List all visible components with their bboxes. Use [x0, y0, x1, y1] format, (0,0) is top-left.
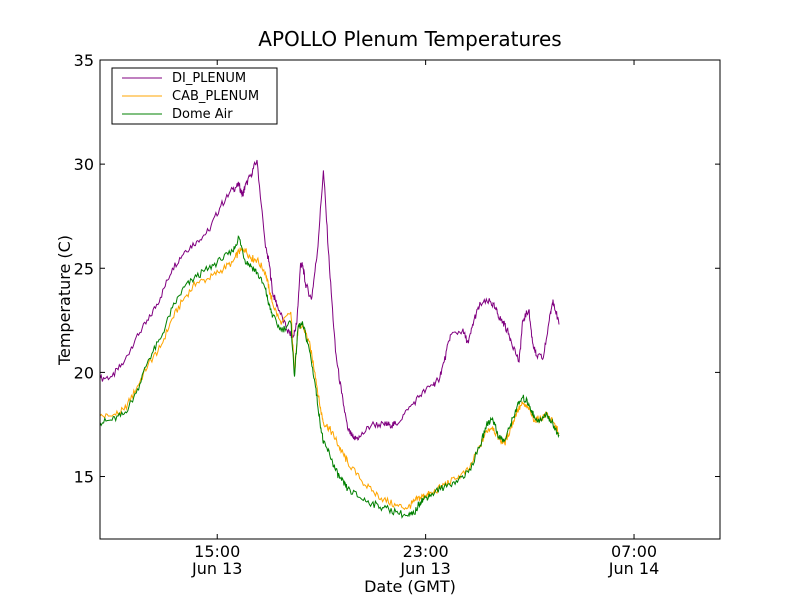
y-tick-label: 30 — [74, 155, 94, 174]
series-line-di-plenum — [100, 159, 560, 441]
x-tick-label: Jun 14 — [608, 559, 659, 578]
y-tick-label: 15 — [74, 468, 94, 487]
x-tick-label: Jun 13 — [399, 559, 450, 578]
y-tick-label: 25 — [74, 259, 94, 278]
y-axis-label: Temperature (C) — [55, 235, 74, 366]
legend-label-dome-air: Dome Air — [172, 107, 233, 122]
chart-title: APOLLO Plenum Temperatures — [258, 27, 561, 51]
series-line-dome-air — [100, 235, 560, 519]
legend: DI_PLENUM CAB_PLENUM Dome Air — [111, 67, 278, 125]
x-tick-label: 07:00 — [611, 542, 657, 561]
x-tick-label: 15:00 — [194, 542, 240, 561]
legend-label-cab-plenum: CAB_PLENUM — [172, 89, 259, 104]
x-tick-label: 23:00 — [403, 542, 449, 561]
plot-frame — [99, 59, 721, 540]
x-tick-label: Jun 13 — [191, 559, 242, 578]
series-line-cab-plenum — [100, 247, 560, 511]
legend-label-di-plenum: DI_PLENUM — [172, 71, 246, 86]
y-tick-label: 35 — [74, 51, 94, 70]
x-axis-label: Date (GMT) — [364, 577, 456, 596]
y-tick-label: 20 — [74, 363, 94, 382]
series-layer — [100, 159, 560, 519]
